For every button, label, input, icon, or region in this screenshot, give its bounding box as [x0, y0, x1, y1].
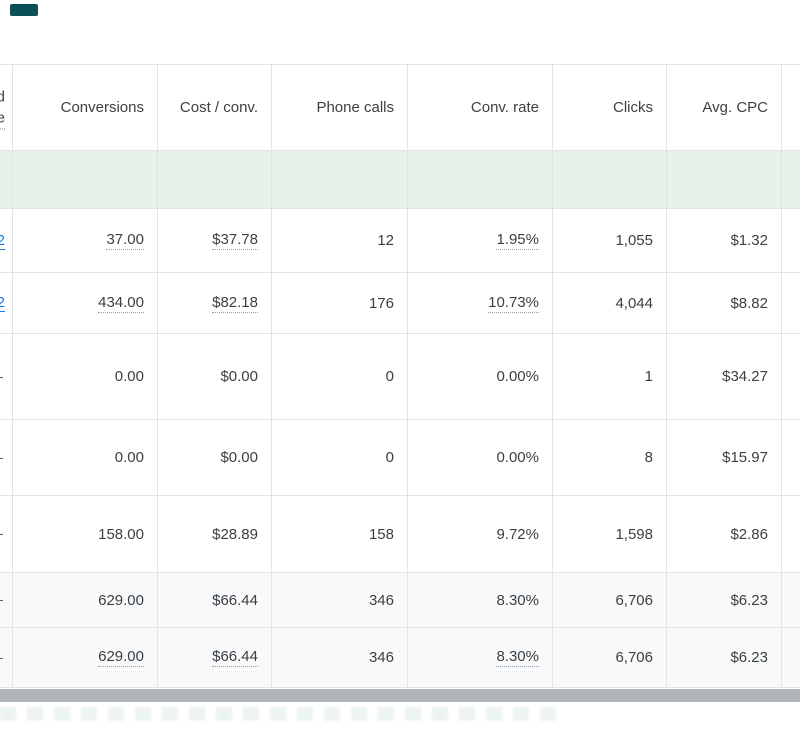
cell-clicks: 4,044 [553, 273, 667, 333]
column-header-clicks[interactable]: Clicks [553, 65, 667, 150]
cell-avg-cpc: $6.23 [667, 573, 782, 627]
cell-phone-calls: 346 [272, 628, 408, 687]
truncated-text: — [0, 526, 3, 543]
cell-cost-per-conv: $66.44 [158, 573, 272, 627]
cell-clicks: 6,706 [553, 628, 667, 687]
table-row: — 0.00 $0.00 0 0.00% 8 $15.97 [0, 420, 800, 496]
cell-phone-calls: 0 [272, 334, 408, 419]
cell-conv-rate: 8.30% [408, 628, 553, 687]
summary-cell [667, 151, 782, 208]
truncated-cell-right [782, 496, 800, 572]
column-header-phone-calls[interactable]: Phone calls [272, 65, 408, 150]
cell-conv-rate: 8.30% [408, 573, 553, 627]
cell-conv-rate: 9.72% [408, 496, 553, 572]
cell-conv-rate: 10.73% [408, 273, 553, 333]
header-row: de Conversions Cost / conv. Phone calls … [0, 65, 800, 151]
metrics-table: de Conversions Cost / conv. Phone calls … [0, 64, 800, 688]
cell-avg-cpc: $6.23 [667, 628, 782, 687]
summary-cell [13, 151, 158, 208]
truncated-cell-right [782, 628, 800, 687]
cell-conversions: 434.00 [13, 273, 158, 333]
truncated-link[interactable]: 2 [0, 294, 5, 312]
truncated-link[interactable]: 2 [0, 232, 5, 250]
table-row: 2 434.00 $82.18 176 10.73% 4,044 $8.82 [0, 273, 800, 334]
cell-clicks: 1,598 [553, 496, 667, 572]
cell-conversions: 37.00 [13, 209, 158, 272]
summary-cell [272, 151, 408, 208]
truncated-cell-right [782, 334, 800, 419]
summary-cell [158, 151, 272, 208]
cell-conversions: 629.00 [13, 628, 158, 687]
cell-conv-rate: 0.00% [408, 420, 553, 495]
cell-phone-calls: 176 [272, 273, 408, 333]
truncated-cell: — [0, 573, 13, 627]
cell-phone-calls: 158 [272, 496, 408, 572]
cell-avg-cpc: $8.82 [667, 273, 782, 333]
truncated-cell-right [782, 573, 800, 627]
total-row: — 629.00 $66.44 346 8.30% 6,706 $6.23 [0, 628, 800, 688]
cell-clicks: 8 [553, 420, 667, 495]
ghost-band [0, 707, 560, 721]
column-header-conv-rate[interactable]: Conv. rate [408, 65, 553, 150]
cell-avg-cpc: $2.86 [667, 496, 782, 572]
column-header-conversions[interactable]: Conversions [13, 65, 158, 150]
cell-cost-per-conv: $37.78 [158, 209, 272, 272]
truncated-cell: — [0, 420, 13, 495]
column-header-cost-per-conv[interactable]: Cost / conv. [158, 65, 272, 150]
truncated-cell: — [0, 496, 13, 572]
teal-marker [10, 4, 38, 16]
cell-clicks: 1 [553, 334, 667, 419]
cell-phone-calls: 12 [272, 209, 408, 272]
cell-conversions: 629.00 [13, 573, 158, 627]
cell-conv-rate: 1.95% [408, 209, 553, 272]
truncated-cell-right [782, 273, 800, 333]
column-header-avg-cpc[interactable]: Avg. CPC [667, 65, 782, 150]
table-row: — 0.00 $0.00 0 0.00% 1 $34.27 [0, 334, 800, 420]
cell-clicks: 6,706 [553, 573, 667, 627]
cell-phone-calls: 346 [272, 573, 408, 627]
summary-cell [782, 151, 800, 208]
cell-conversions: 0.00 [13, 420, 158, 495]
cell-cost-per-conv: $0.00 [158, 334, 272, 419]
cell-avg-cpc: $34.27 [667, 334, 782, 419]
cell-cost-per-conv: $28.89 [158, 496, 272, 572]
cell-avg-cpc: $15.97 [667, 420, 782, 495]
cell-cost-per-conv: $0.00 [158, 420, 272, 495]
truncated-header-label: de [0, 86, 5, 129]
cell-cost-per-conv: $66.44 [158, 628, 272, 687]
total-row: — 629.00 $66.44 346 8.30% 6,706 $6.23 [0, 573, 800, 628]
summary-cell [0, 151, 13, 208]
truncated-cell: 2 [0, 273, 13, 333]
summary-cell [408, 151, 553, 208]
truncated-text: — [0, 449, 3, 466]
cell-conversions: 158.00 [13, 496, 158, 572]
truncated-header-cell-right [782, 65, 800, 150]
horizontal-scrollbar[interactable] [0, 689, 800, 702]
truncated-text: — [0, 368, 3, 385]
truncated-text: — [0, 592, 3, 609]
cell-avg-cpc: $1.32 [667, 209, 782, 272]
truncated-cell: 2 [0, 209, 13, 272]
table-row: 2 37.00 $37.78 12 1.95% 1,055 $1.32 [0, 209, 800, 273]
truncated-cell-right [782, 420, 800, 495]
truncated-text: — [0, 649, 3, 666]
truncated-cell: — [0, 334, 13, 419]
summary-row [0, 151, 800, 209]
table-row: — 158.00 $28.89 158 9.72% 1,598 $2.86 [0, 496, 800, 573]
truncated-header-cell: de [0, 65, 13, 150]
summary-cell [553, 151, 667, 208]
cell-phone-calls: 0 [272, 420, 408, 495]
cell-clicks: 1,055 [553, 209, 667, 272]
cell-cost-per-conv: $82.18 [158, 273, 272, 333]
truncated-cell-right [782, 209, 800, 272]
cell-conv-rate: 0.00% [408, 334, 553, 419]
truncated-cell: — [0, 628, 13, 687]
cell-conversions: 0.00 [13, 334, 158, 419]
